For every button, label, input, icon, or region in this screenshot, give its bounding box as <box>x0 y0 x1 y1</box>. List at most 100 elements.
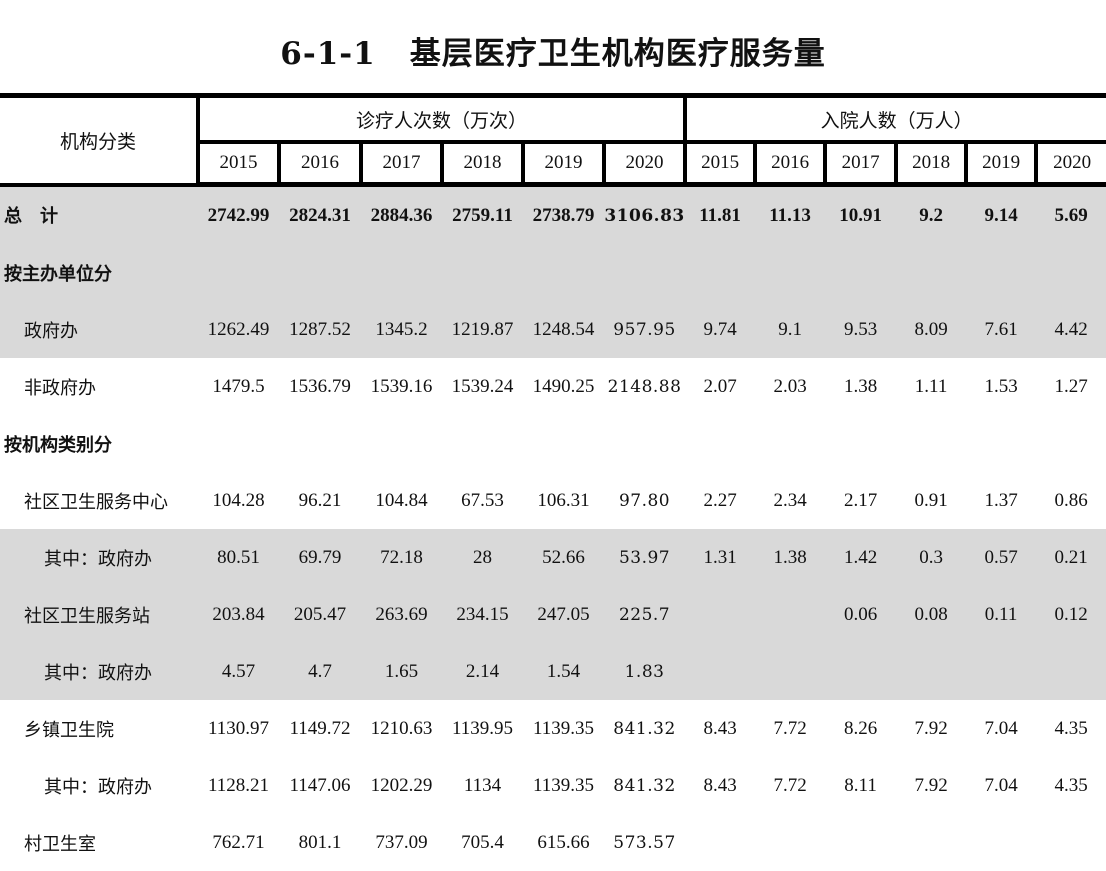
row-label: 其中：政府办 <box>0 643 198 700</box>
clinic-visits-cell: 1128.21 <box>207 774 270 796</box>
admissions-cell: 7.92 <box>914 774 948 796</box>
table-row: 其中：政府办 4.57 4.7 1.65 2.14 1.54 1.83 <box>0 643 1106 700</box>
admissions-cell <box>755 415 825 472</box>
clinic-visits-cell: 2738.79 <box>523 184 604 244</box>
clinic-visits-cell: 106.31 <box>537 489 590 511</box>
admissions-cell <box>685 244 756 301</box>
admissions-cell: 7.72 <box>773 717 807 739</box>
clinic-visits-cell: 1202.29 <box>370 774 433 796</box>
table-row: 非政府办 1479.5 1536.79 1539.16 1539.24 1490.25 21… <box>0 358 1106 415</box>
admissions-cell: 4.35 <box>1054 717 1088 739</box>
admissions-cell: 2.34 <box>773 489 807 511</box>
admissions-cell <box>755 586 826 643</box>
admissions-cell: 0.21 <box>1036 529 1106 586</box>
table-number: 6-1-1 <box>280 36 376 72</box>
clinic-visits-cell: 573.57 <box>613 832 676 853</box>
admissions-cell: 7.72 <box>773 774 807 796</box>
clinic-visits-cell: 96.21 <box>298 489 342 511</box>
clinic-visits-cell: 247.05 <box>523 586 604 643</box>
clinic-visits-cell: 225.7 <box>604 586 686 643</box>
clinic-visits-cell: 801.1 <box>298 831 342 853</box>
admissions-cell: 0.08 <box>896 586 967 643</box>
clinic-visits-cell <box>361 244 442 301</box>
row-label: 非政府办 <box>24 377 96 399</box>
table-row: 社区卫生服务站 203.84 205.47 263.69 234.15 247.05 225… <box>0 586 1106 643</box>
admissions-cell <box>1036 643 1106 700</box>
clinic-visits-cell: 1.83 <box>604 643 686 700</box>
admit-year-header: 2018 <box>894 140 969 187</box>
clinic-year-header: 2015 <box>196 140 281 187</box>
table-row: 村卫生室 762.71 801.1 737.09 705.4 615.66 573.57 <box>0 814 1106 871</box>
table-row: 按机构类别分 <box>0 415 1106 472</box>
row-label: 其中：政府办 <box>0 529 198 586</box>
admissions-cell: 9.1 <box>755 301 826 358</box>
admissions-cell: 11.13 <box>755 184 826 244</box>
clinic-visits-cell: 234.15 <box>442 586 523 643</box>
admissions-cell: 2.07 <box>703 375 737 397</box>
admissions-cell: 5.69 <box>1036 184 1106 244</box>
admissions-cell <box>755 814 825 871</box>
admissions-cell <box>896 814 966 871</box>
table-title: 基层医疗卫生机构医疗服务量 <box>409 36 826 72</box>
row-label: 政府办 <box>0 301 198 358</box>
table-row: 政府办 1262.49 1287.52 1345.2 1219.87 1248.54 957… <box>0 301 1106 358</box>
clinic-visits-cell: 4.57 <box>198 643 279 700</box>
row-label: 社区卫生服务站 <box>0 586 198 643</box>
clinic-year-header: 2016 <box>277 140 363 187</box>
admissions-cell: 8.43 <box>703 717 737 739</box>
admissions-header: 入院人数（万人） <box>683 93 1106 144</box>
admissions-cell: 4.35 <box>1054 774 1088 796</box>
clinic-visits-cell: 2884.36 <box>361 184 442 244</box>
admissions-cell: 8.43 <box>703 774 737 796</box>
clinic-visits-cell <box>442 415 523 472</box>
clinic-visits-cell: 53.97 <box>604 529 686 586</box>
clinic-visits-cell: 52.66 <box>523 529 604 586</box>
table-row: 总 计 2742.99 2824.31 2884.36 2759.11 2738.79 31… <box>0 184 1106 244</box>
clinic-visits-cell: 205.47 <box>279 586 361 643</box>
admissions-cell: 1.53 <box>984 375 1018 397</box>
admissions-cell <box>825 814 896 871</box>
admissions-cell <box>1036 415 1106 472</box>
admit-year-header: 2015 <box>683 140 758 187</box>
admissions-cell: 0.06 <box>825 586 897 643</box>
admissions-cell <box>685 415 755 472</box>
admissions-cell: 1.11 <box>914 375 948 397</box>
clinic-visits-cell: 72.18 <box>361 529 442 586</box>
clinic-visits-cell: 615.66 <box>537 831 590 853</box>
clinic-visits-cell: 1536.79 <box>289 375 351 397</box>
admissions-cell: 2.17 <box>843 489 878 511</box>
admissions-cell <box>825 643 897 700</box>
clinic-visits-cell: 1147.06 <box>289 774 351 796</box>
clinic-visits-cell: 4.7 <box>279 643 361 700</box>
clinic-visits-cell: 104.84 <box>375 489 428 511</box>
admissions-cell: 7.61 <box>966 301 1037 358</box>
table-row: 按主办单位分 <box>0 244 1106 301</box>
admissions-cell: 0.57 <box>966 529 1037 586</box>
clinic-visits-cell: 2742.99 <box>198 184 279 244</box>
admissions-cell: 1.31 <box>685 529 756 586</box>
table-row: 社区卫生服务中心 104.28 96.21 104.84 67.53 106.31 97.8… <box>0 472 1106 529</box>
clinic-year-header: 2018 <box>440 140 525 187</box>
clinic-visits-cell: 1345.2 <box>361 301 442 358</box>
admissions-cell: 2.03 <box>773 375 807 397</box>
clinic-visits-cell: 1219.87 <box>442 301 523 358</box>
clinic-visits-cell: 67.53 <box>461 489 504 511</box>
clinic-visits-cell: 1.54 <box>523 643 604 700</box>
clinic-visits-cell: 737.09 <box>375 831 428 853</box>
admissions-cell <box>755 244 826 301</box>
admissions-cell <box>1036 244 1106 301</box>
clinic-year-header: 2019 <box>521 140 606 187</box>
admissions-cell <box>825 244 897 301</box>
clinic-visits-cell: 1134 <box>463 774 502 796</box>
clinic-visits-cell <box>604 244 686 301</box>
admissions-cell <box>896 643 967 700</box>
clinic-visits-cell: 1210.63 <box>370 717 433 739</box>
admissions-cell: 9.53 <box>825 301 897 358</box>
admissions-cell <box>966 415 1036 472</box>
category-header: 机构分类 <box>0 93 200 187</box>
table-header: 机构分类 诊疗人次数（万次） 入院人数（万人） 2015 2016 2017 2018… <box>0 93 1106 187</box>
clinic-visits-cell <box>198 415 279 472</box>
clinic-visits-cell: 1490.25 <box>532 375 595 397</box>
clinic-visits-cell <box>279 415 361 472</box>
clinic-visits-cell <box>523 244 604 301</box>
